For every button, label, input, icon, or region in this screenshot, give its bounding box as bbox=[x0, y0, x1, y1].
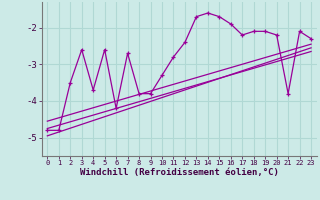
X-axis label: Windchill (Refroidissement éolien,°C): Windchill (Refroidissement éolien,°C) bbox=[80, 168, 279, 177]
